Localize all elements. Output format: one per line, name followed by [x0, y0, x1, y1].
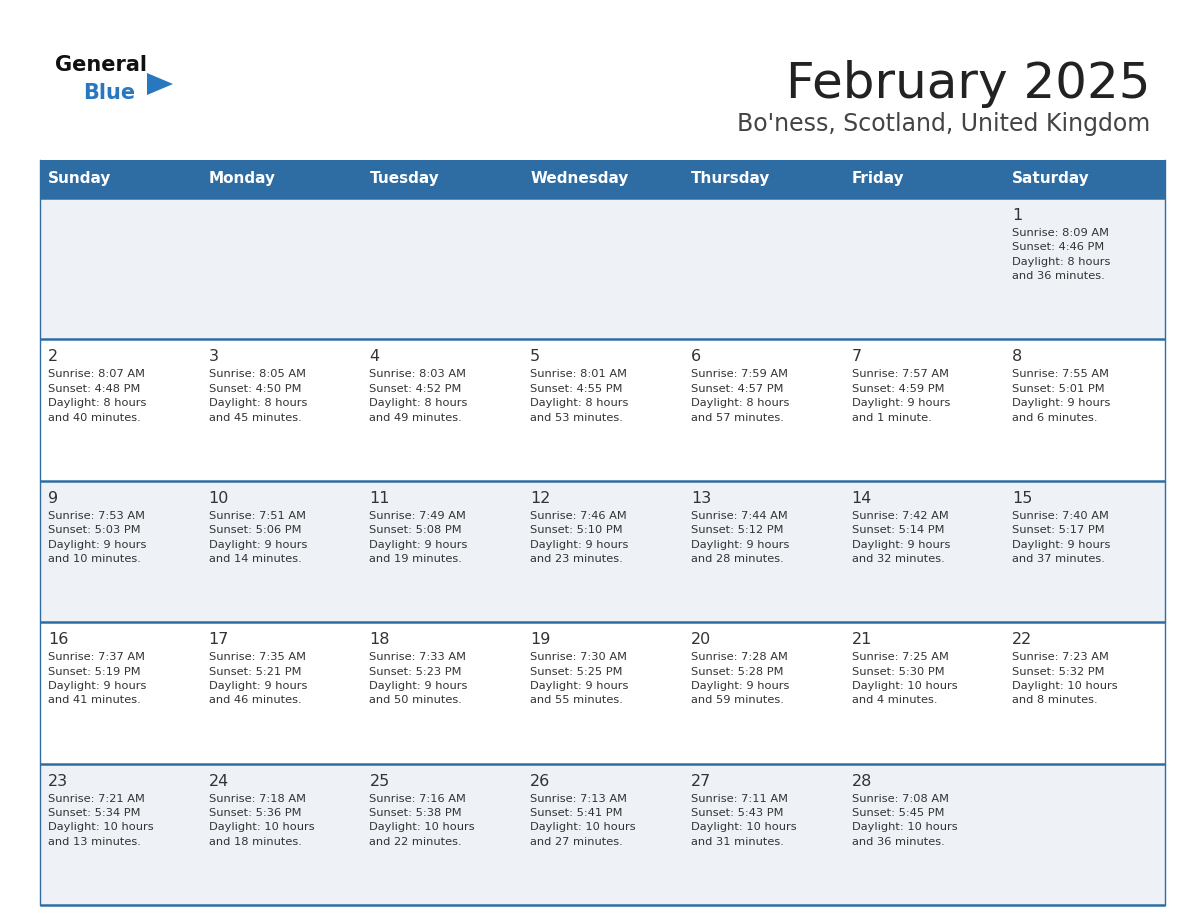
Text: 9: 9 [48, 491, 58, 506]
Text: 23: 23 [48, 774, 68, 789]
Text: Sunrise: 7:49 AM
Sunset: 5:08 PM
Daylight: 9 hours
and 19 minutes.: Sunrise: 7:49 AM Sunset: 5:08 PM Dayligh… [369, 510, 468, 564]
Text: Sunrise: 7:33 AM
Sunset: 5:23 PM
Daylight: 9 hours
and 50 minutes.: Sunrise: 7:33 AM Sunset: 5:23 PM Dayligh… [369, 652, 468, 705]
Text: 21: 21 [852, 633, 872, 647]
Text: Sunrise: 7:23 AM
Sunset: 5:32 PM
Daylight: 10 hours
and 8 minutes.: Sunrise: 7:23 AM Sunset: 5:32 PM Dayligh… [1012, 652, 1118, 705]
Text: Sunrise: 7:57 AM
Sunset: 4:59 PM
Daylight: 9 hours
and 1 minute.: Sunrise: 7:57 AM Sunset: 4:59 PM Dayligh… [852, 369, 950, 422]
Text: Sunrise: 7:37 AM
Sunset: 5:19 PM
Daylight: 9 hours
and 41 minutes.: Sunrise: 7:37 AM Sunset: 5:19 PM Dayligh… [48, 652, 146, 705]
Text: Sunrise: 7:16 AM
Sunset: 5:38 PM
Daylight: 10 hours
and 22 minutes.: Sunrise: 7:16 AM Sunset: 5:38 PM Dayligh… [369, 793, 475, 846]
Text: Wednesday: Wednesday [530, 172, 628, 186]
Text: 28: 28 [852, 774, 872, 789]
Text: Sunrise: 7:46 AM
Sunset: 5:10 PM
Daylight: 9 hours
and 23 minutes.: Sunrise: 7:46 AM Sunset: 5:10 PM Dayligh… [530, 510, 628, 564]
Text: 18: 18 [369, 633, 390, 647]
Text: 12: 12 [530, 491, 550, 506]
Text: Sunrise: 7:25 AM
Sunset: 5:30 PM
Daylight: 10 hours
and 4 minutes.: Sunrise: 7:25 AM Sunset: 5:30 PM Dayligh… [852, 652, 958, 705]
Text: 3: 3 [209, 350, 219, 364]
Text: Sunrise: 7:28 AM
Sunset: 5:28 PM
Daylight: 9 hours
and 59 minutes.: Sunrise: 7:28 AM Sunset: 5:28 PM Dayligh… [691, 652, 789, 705]
Text: Sunrise: 8:07 AM
Sunset: 4:48 PM
Daylight: 8 hours
and 40 minutes.: Sunrise: 8:07 AM Sunset: 4:48 PM Dayligh… [48, 369, 146, 422]
Text: 2: 2 [48, 350, 58, 364]
Bar [40, 764, 1165, 905]
Text: 13: 13 [691, 491, 712, 506]
Text: 5: 5 [530, 350, 541, 364]
Text: Sunrise: 7:30 AM
Sunset: 5:25 PM
Daylight: 9 hours
and 55 minutes.: Sunrise: 7:30 AM Sunset: 5:25 PM Dayligh… [530, 652, 628, 705]
Text: 26: 26 [530, 774, 550, 789]
Text: 27: 27 [691, 774, 712, 789]
Text: Sunrise: 7:55 AM
Sunset: 5:01 PM
Daylight: 9 hours
and 6 minutes.: Sunrise: 7:55 AM Sunset: 5:01 PM Dayligh… [1012, 369, 1111, 422]
Text: 22: 22 [1012, 633, 1032, 647]
Text: 4: 4 [369, 350, 379, 364]
Text: Thursday: Thursday [691, 172, 770, 186]
Text: Sunday: Sunday [48, 172, 112, 186]
Text: Sunrise: 7:51 AM
Sunset: 5:06 PM
Daylight: 9 hours
and 14 minutes.: Sunrise: 7:51 AM Sunset: 5:06 PM Dayligh… [209, 510, 307, 564]
Text: Sunrise: 7:44 AM
Sunset: 5:12 PM
Daylight: 9 hours
and 28 minutes.: Sunrise: 7:44 AM Sunset: 5:12 PM Dayligh… [691, 510, 789, 564]
Text: Blue: Blue [83, 83, 135, 103]
Text: Monday: Monday [209, 172, 276, 186]
Text: 25: 25 [369, 774, 390, 789]
Text: 24: 24 [209, 774, 229, 789]
Text: Sunrise: 8:03 AM
Sunset: 4:52 PM
Daylight: 8 hours
and 49 minutes.: Sunrise: 8:03 AM Sunset: 4:52 PM Dayligh… [369, 369, 468, 422]
Text: Sunrise: 7:42 AM
Sunset: 5:14 PM
Daylight: 9 hours
and 32 minutes.: Sunrise: 7:42 AM Sunset: 5:14 PM Dayligh… [852, 510, 950, 564]
Text: 16: 16 [48, 633, 69, 647]
Bar [40, 622, 1165, 764]
Polygon shape [147, 73, 173, 95]
Text: 20: 20 [691, 633, 712, 647]
Text: Sunrise: 7:35 AM
Sunset: 5:21 PM
Daylight: 9 hours
and 46 minutes.: Sunrise: 7:35 AM Sunset: 5:21 PM Dayligh… [209, 652, 307, 705]
Bar [40, 160, 1165, 198]
Bar [40, 481, 1165, 622]
Text: 8: 8 [1012, 350, 1023, 364]
Text: 7: 7 [852, 350, 861, 364]
Text: Sunrise: 7:40 AM
Sunset: 5:17 PM
Daylight: 9 hours
and 37 minutes.: Sunrise: 7:40 AM Sunset: 5:17 PM Dayligh… [1012, 510, 1111, 564]
Text: Sunrise: 8:01 AM
Sunset: 4:55 PM
Daylight: 8 hours
and 53 minutes.: Sunrise: 8:01 AM Sunset: 4:55 PM Dayligh… [530, 369, 628, 422]
Text: Sunrise: 7:21 AM
Sunset: 5:34 PM
Daylight: 10 hours
and 13 minutes.: Sunrise: 7:21 AM Sunset: 5:34 PM Dayligh… [48, 793, 153, 846]
Text: Bo'ness, Scotland, United Kingdom: Bo'ness, Scotland, United Kingdom [737, 112, 1150, 136]
Text: Friday: Friday [852, 172, 904, 186]
Text: Sunrise: 8:05 AM
Sunset: 4:50 PM
Daylight: 8 hours
and 45 minutes.: Sunrise: 8:05 AM Sunset: 4:50 PM Dayligh… [209, 369, 307, 422]
Text: Sunrise: 7:53 AM
Sunset: 5:03 PM
Daylight: 9 hours
and 10 minutes.: Sunrise: 7:53 AM Sunset: 5:03 PM Dayligh… [48, 510, 146, 564]
Text: 11: 11 [369, 491, 390, 506]
Text: Saturday: Saturday [1012, 172, 1091, 186]
Text: Tuesday: Tuesday [369, 172, 440, 186]
Bar [40, 340, 1165, 481]
Text: 10: 10 [209, 491, 229, 506]
Text: Sunrise: 7:13 AM
Sunset: 5:41 PM
Daylight: 10 hours
and 27 minutes.: Sunrise: 7:13 AM Sunset: 5:41 PM Dayligh… [530, 793, 636, 846]
Text: 19: 19 [530, 633, 550, 647]
Text: Sunrise: 7:59 AM
Sunset: 4:57 PM
Daylight: 8 hours
and 57 minutes.: Sunrise: 7:59 AM Sunset: 4:57 PM Dayligh… [691, 369, 789, 422]
Text: 17: 17 [209, 633, 229, 647]
Text: Sunrise: 7:11 AM
Sunset: 5:43 PM
Daylight: 10 hours
and 31 minutes.: Sunrise: 7:11 AM Sunset: 5:43 PM Dayligh… [691, 793, 796, 846]
Text: General: General [55, 55, 147, 75]
Text: 6: 6 [691, 350, 701, 364]
Text: February 2025: February 2025 [785, 60, 1150, 108]
Text: Sunrise: 8:09 AM
Sunset: 4:46 PM
Daylight: 8 hours
and 36 minutes.: Sunrise: 8:09 AM Sunset: 4:46 PM Dayligh… [1012, 228, 1111, 281]
Text: Sunrise: 7:18 AM
Sunset: 5:36 PM
Daylight: 10 hours
and 18 minutes.: Sunrise: 7:18 AM Sunset: 5:36 PM Dayligh… [209, 793, 315, 846]
Text: Sunrise: 7:08 AM
Sunset: 5:45 PM
Daylight: 10 hours
and 36 minutes.: Sunrise: 7:08 AM Sunset: 5:45 PM Dayligh… [852, 793, 958, 846]
Text: 15: 15 [1012, 491, 1032, 506]
Bar [40, 198, 1165, 340]
Text: 14: 14 [852, 491, 872, 506]
Text: 1: 1 [1012, 208, 1023, 223]
